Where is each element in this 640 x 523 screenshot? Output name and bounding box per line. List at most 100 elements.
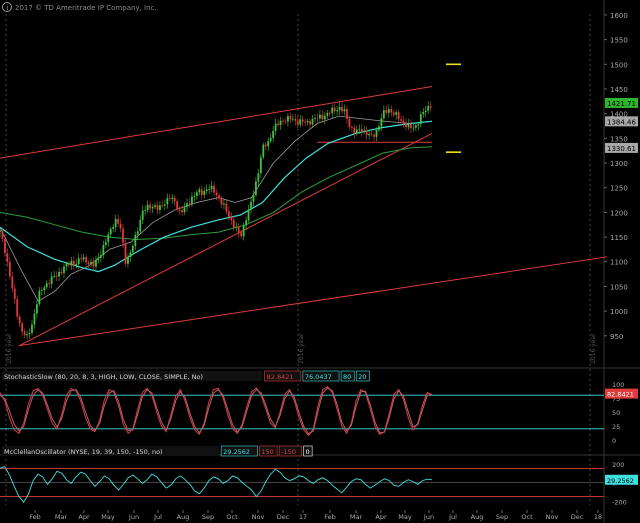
candle-body xyxy=(311,118,314,125)
candle-body xyxy=(333,107,336,112)
candle-body xyxy=(232,219,235,228)
stoch-header-value: 76.0437 xyxy=(305,373,332,381)
mcc-y-tick-label: 200 xyxy=(612,461,624,469)
candle-body xyxy=(429,106,432,108)
stoch-header-box xyxy=(355,370,370,382)
copyright-text: 2017 © TD Ameritrade IP Company, Inc. xyxy=(15,4,157,12)
candle-body xyxy=(188,203,191,205)
x-tick-label: Jun xyxy=(423,513,434,521)
y-tick-label: 1350 xyxy=(610,135,628,143)
candle-body xyxy=(183,207,186,213)
candle-body xyxy=(159,205,161,210)
candle-body xyxy=(33,313,36,325)
candle-body xyxy=(289,116,292,120)
x-tick-label: Jul xyxy=(448,513,457,521)
mcc-y-tick-label: -200 xyxy=(612,498,627,506)
candle-body xyxy=(306,120,309,123)
price-label-box xyxy=(605,97,638,108)
y-tick-label: 1400 xyxy=(610,111,628,119)
y-tick-label: 1600 xyxy=(610,12,628,20)
candle-body xyxy=(139,219,142,232)
candle-body xyxy=(230,216,233,220)
price-label-text: 1330.61 xyxy=(607,145,636,153)
candle-body xyxy=(203,191,206,195)
stoch-y-tick-label: 0 xyxy=(612,437,616,445)
candle-body xyxy=(316,118,319,120)
x-tick-label: Apr xyxy=(78,513,90,521)
candle-body xyxy=(213,185,215,193)
candle-body xyxy=(4,238,6,254)
candle-body xyxy=(274,123,277,131)
candle-body xyxy=(252,195,255,202)
candle-body xyxy=(309,120,311,125)
y-tick-label: 1450 xyxy=(610,86,628,94)
x-tick-label: May xyxy=(398,513,412,521)
candle-body xyxy=(112,226,115,229)
x-tick-label: Jun xyxy=(128,513,139,521)
y-tick-label: 1150 xyxy=(610,234,628,242)
candle-body xyxy=(257,173,260,182)
candle-body xyxy=(45,283,48,288)
candle-body xyxy=(402,120,405,123)
candle-body xyxy=(287,116,289,122)
x-tick-label: Apr xyxy=(375,513,387,521)
candle-body xyxy=(382,110,385,119)
candle-body xyxy=(400,119,403,121)
candle-body xyxy=(144,210,147,212)
candle-body xyxy=(68,263,70,266)
candle-body xyxy=(149,204,152,209)
candle-body xyxy=(127,256,129,264)
stoch-y-tick-label: 75 xyxy=(612,395,620,403)
x-tick-label: May xyxy=(101,513,115,521)
candle-body xyxy=(353,127,356,134)
mcc-series-line xyxy=(0,466,433,503)
price-label-box xyxy=(605,116,638,127)
candle-body xyxy=(240,232,243,237)
candle-body xyxy=(370,133,373,135)
candle-body xyxy=(341,107,343,112)
candle-body xyxy=(419,114,422,125)
candle-body xyxy=(65,263,68,267)
year-label: 2016 year xyxy=(298,333,305,364)
candle-body xyxy=(198,189,201,193)
candle-body xyxy=(136,231,139,235)
x-tick-label: Mar xyxy=(55,513,68,521)
candle-body xyxy=(31,324,33,333)
candle-body xyxy=(242,225,245,237)
candle-body xyxy=(58,271,60,277)
candle-body xyxy=(13,288,16,300)
candle-body xyxy=(279,120,282,125)
stoch-header-box xyxy=(340,370,355,382)
candle-body xyxy=(387,109,390,113)
mcc-header-box xyxy=(303,445,313,457)
candle-body xyxy=(50,276,53,284)
x-tick-label: Sep xyxy=(202,513,214,521)
candle-body xyxy=(200,189,203,195)
mcc-last-label: 29.2562 xyxy=(607,477,634,485)
candle-body xyxy=(28,332,31,335)
candle-body xyxy=(264,144,267,147)
stoch-series-line xyxy=(0,386,433,437)
trendline xyxy=(0,86,433,159)
candle-body xyxy=(328,113,331,114)
candle-body xyxy=(301,119,304,122)
candle-body xyxy=(171,197,174,200)
trendline xyxy=(19,256,608,347)
candle-body xyxy=(336,110,339,112)
candle-body xyxy=(220,198,223,205)
stoch-last-label: 82.8421 xyxy=(607,391,634,399)
ma-gray-line xyxy=(0,115,433,302)
candle-body xyxy=(346,109,348,119)
y-tick-label: 1200 xyxy=(610,209,628,217)
candle-body xyxy=(53,275,56,277)
candle-body xyxy=(104,241,107,246)
candle-body xyxy=(176,201,179,210)
candle-body xyxy=(360,128,363,133)
candle-body xyxy=(210,185,213,190)
mcc-last-label-box xyxy=(605,474,638,485)
info-icon[interactable] xyxy=(2,2,12,12)
candle-body xyxy=(358,128,361,130)
candle-body xyxy=(282,120,284,122)
